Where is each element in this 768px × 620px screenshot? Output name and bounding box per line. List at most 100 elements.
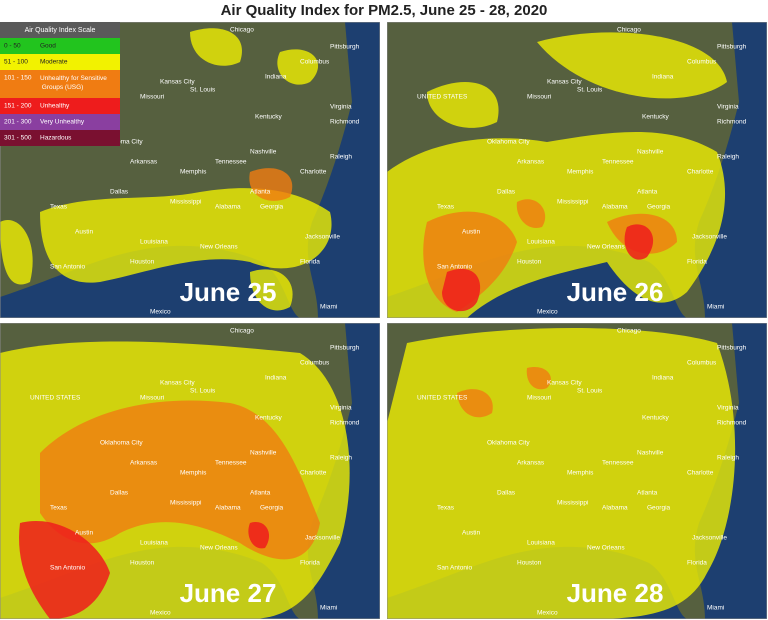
place-label: Memphis xyxy=(180,169,207,176)
place-label: UNITED STATES xyxy=(30,395,81,402)
map-panel: UNITED STATES Chicago Indiana Columbus Pitts… xyxy=(387,22,767,318)
place-label: Memphis xyxy=(180,470,207,477)
place-label: Houston xyxy=(130,560,155,567)
legend-swatch xyxy=(0,70,120,98)
place-label: UNITED STATES xyxy=(417,395,468,402)
place-label: Miami xyxy=(320,304,337,311)
place-label: St. Louis xyxy=(190,388,216,395)
place-label: Columbus xyxy=(687,360,717,367)
smoke-moderate xyxy=(537,32,727,99)
smoke-usg xyxy=(40,400,320,560)
legend-swatch xyxy=(0,38,120,54)
place-label: Charlotte xyxy=(300,470,327,477)
place-label: Columbus xyxy=(300,360,330,367)
place-label: Virginia xyxy=(717,104,739,111)
place-label: Florida xyxy=(300,259,320,266)
place-label: Houston xyxy=(517,259,542,266)
legend-label-line: Unhealthy for Sensitive xyxy=(40,75,107,82)
place-label: New Orleans xyxy=(200,545,238,552)
place-label: Raleigh xyxy=(717,455,739,462)
legend-range: 101 - 150 xyxy=(4,75,32,82)
place-label: Mexico xyxy=(150,610,171,617)
smoke-usg xyxy=(526,367,551,390)
legend-label: Unhealthy for Sensitive Groups (USG) xyxy=(40,75,107,91)
place-label: Chicago xyxy=(617,27,641,34)
place-label: Tennessee xyxy=(602,460,634,467)
place-label: Dallas xyxy=(497,189,516,196)
place-label: Richmond xyxy=(330,119,360,126)
legend-range: 301 - 500 xyxy=(4,135,32,142)
panel-date: June 25 xyxy=(180,277,277,307)
figure-title: Air Quality Index for PM2.5, June 25 - 2… xyxy=(221,2,548,19)
place-label: Richmond xyxy=(717,119,747,126)
place-label: Atlanta xyxy=(637,189,658,196)
place-label: New Orleans xyxy=(587,545,625,552)
panel-date: June 27 xyxy=(180,578,277,608)
place-label: Oklahoma City xyxy=(100,139,143,146)
place-label: Mississippi xyxy=(557,199,588,206)
place-label: Columbus xyxy=(687,59,717,66)
place-label: Kentucky xyxy=(255,114,282,121)
place-label: Mexico xyxy=(537,309,558,316)
place-label: Georgia xyxy=(647,204,671,211)
smoke-moderate xyxy=(427,82,499,128)
legend-label: Moderate xyxy=(40,59,68,66)
place-label: Arkansas xyxy=(517,159,545,166)
place-label: Chicago xyxy=(617,328,641,335)
legend-range: 201 - 300 xyxy=(4,119,32,126)
place-label: Louisiana xyxy=(140,540,168,547)
place-label: Houston xyxy=(517,560,542,567)
place-label: Florida xyxy=(687,259,707,266)
smoke-usg xyxy=(249,168,293,201)
place-label: San Antonio xyxy=(437,264,472,271)
place-label: Jacksonville xyxy=(692,234,727,241)
place-label: Indiana xyxy=(652,375,674,382)
place-label: Dallas xyxy=(110,490,129,497)
smoke-unhealthy xyxy=(19,521,111,619)
place-label: Missouri xyxy=(527,395,551,402)
place-label: Charlotte xyxy=(300,169,327,176)
legend-label: Hazardous xyxy=(40,135,72,142)
place-label: Indiana xyxy=(265,375,287,382)
place-label: Florida xyxy=(687,560,707,567)
place-label: Texas xyxy=(50,505,68,512)
panel-date: June 26 xyxy=(567,277,664,307)
place-label: St. Louis xyxy=(577,87,603,94)
place-label: Georgia xyxy=(260,204,284,211)
place-label: Miami xyxy=(707,605,724,612)
place-label: Kansas City xyxy=(547,380,582,387)
place-label: Charlotte xyxy=(687,470,714,477)
place-label: Pittsburgh xyxy=(330,44,360,51)
place-label: Atlanta xyxy=(637,490,658,497)
place-label: Virginia xyxy=(717,405,739,412)
place-label: Georgia xyxy=(260,505,284,512)
place-label: Miami xyxy=(320,605,337,612)
place-label: Mexico xyxy=(537,610,558,617)
legend: Air Quality Index Scale 0 - 50 Good 51 - 10… xyxy=(0,22,120,146)
legend-title-box xyxy=(0,22,120,38)
place-label: Houston xyxy=(130,259,155,266)
legend-label: Good xyxy=(40,43,56,50)
place-label: Memphis xyxy=(567,169,594,176)
smoke-moderate xyxy=(40,188,332,283)
place-label: Oklahoma City xyxy=(100,440,143,447)
place-label: Dallas xyxy=(497,490,516,497)
place-label: Atlanta xyxy=(250,189,271,196)
place-label: Louisiana xyxy=(527,239,555,246)
map-panel: UNITED STATES Chicago Indiana Columbus Pitts… xyxy=(0,323,380,619)
place-label: San Antonio xyxy=(50,565,85,572)
place-label: Louisiana xyxy=(527,540,555,547)
place-label: Virginia xyxy=(330,405,352,412)
place-label: Kentucky xyxy=(642,114,669,121)
place-label: Florida xyxy=(300,560,320,567)
place-label: Indiana xyxy=(265,74,287,81)
place-label: Texas xyxy=(437,505,455,512)
place-label: Tennessee xyxy=(215,460,247,467)
place-label: Tennessee xyxy=(602,159,634,166)
place-label: Pittsburgh xyxy=(717,345,747,352)
place-label: Kentucky xyxy=(255,415,282,422)
legend-swatch xyxy=(0,54,120,70)
place-label: Mississippi xyxy=(170,500,201,507)
legend-swatch xyxy=(0,114,120,130)
